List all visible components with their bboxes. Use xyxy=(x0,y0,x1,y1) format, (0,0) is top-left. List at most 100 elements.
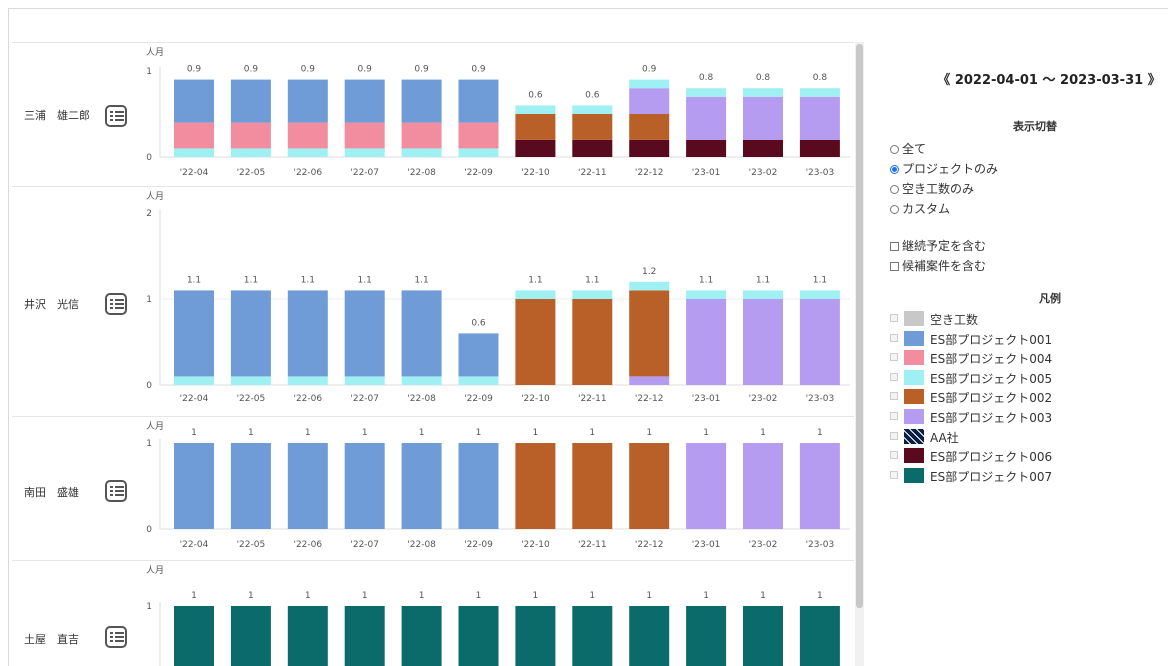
legend-checkbox[interactable] xyxy=(890,431,898,440)
bar-total-label: 1 xyxy=(703,591,709,601)
legend-checkbox[interactable] xyxy=(890,372,898,381)
bar-segment xyxy=(344,606,385,666)
detail-list-icon[interactable] xyxy=(105,293,127,315)
checkbox-icon xyxy=(890,242,899,251)
legend-swatch xyxy=(904,350,924,366)
prev-period-button[interactable]: 《 xyxy=(937,73,951,88)
bar-segment xyxy=(230,376,271,385)
x-tick-label: '22-05 xyxy=(237,394,266,404)
x-tick-label: '23-03 xyxy=(806,168,835,178)
legend-checkbox[interactable] xyxy=(890,470,898,479)
legend-swatch xyxy=(904,311,924,326)
x-tick-label: '23-02 xyxy=(749,540,778,550)
bar-segment xyxy=(174,290,214,377)
bar-segment xyxy=(230,148,271,157)
bar-total-label: 1.1 xyxy=(528,275,542,285)
legend-title: 凡例 xyxy=(1039,292,1061,305)
x-tick-label: '22-04 xyxy=(180,394,209,404)
bar-segment xyxy=(401,443,442,529)
x-tick-label: '22-08 xyxy=(407,168,436,178)
stacked-bar-chart: 人月 0 1 1 '22-04 1 '22-05 1 '22-06 1 '22-07 1 '22-08 1… xyxy=(146,421,850,550)
bar-segment xyxy=(515,299,556,385)
bar-total-label: 1 xyxy=(305,428,311,438)
detail-list-icon[interactable] xyxy=(105,105,127,127)
bar-total-label: 1 xyxy=(476,428,482,438)
bar-segment xyxy=(287,443,328,529)
x-tick-label: '22-08 xyxy=(407,540,436,550)
x-tick-label: '23-03 xyxy=(806,394,835,404)
x-tick-label: '22-12 xyxy=(635,394,664,404)
bar-segment xyxy=(174,606,214,666)
radio-project-only[interactable]: プロジェクトのみ xyxy=(890,160,998,177)
bar-total-label: 0.9 xyxy=(358,65,373,75)
x-tick-label: '22-05 xyxy=(237,168,266,178)
bar-segment xyxy=(458,606,499,666)
bar-segment xyxy=(629,606,670,666)
bar-total-label: 1 xyxy=(646,428,652,438)
legend-checkbox[interactable] xyxy=(890,392,898,401)
legend-checkbox[interactable] xyxy=(890,451,898,460)
bar-segment xyxy=(344,122,385,149)
radio-selected-icon xyxy=(890,165,899,174)
bar-segment xyxy=(515,606,556,666)
detail-list-icon[interactable] xyxy=(105,626,127,648)
x-tick-label: '22-08 xyxy=(407,394,436,404)
legend-label: ES部プロジェクト006 xyxy=(930,450,1053,465)
bar-total-label: 1 xyxy=(305,591,311,601)
y-axis-unit: 人月 xyxy=(146,47,164,58)
legend-label: ES部プロジェクト002 xyxy=(930,391,1053,406)
x-tick-label: '23-01 xyxy=(692,540,721,550)
legend-swatch xyxy=(904,389,924,405)
x-tick-label: '23-02 xyxy=(749,168,778,178)
legend-checkbox[interactable] xyxy=(890,412,898,420)
legend-checkbox[interactable] xyxy=(890,353,898,362)
radio-free-only[interactable]: 空き工数のみ xyxy=(890,180,974,197)
legend-checkbox[interactable] xyxy=(890,314,898,322)
detail-list-icon[interactable] xyxy=(105,480,127,502)
y-axis-unit: 人月 xyxy=(146,565,164,576)
radio-all[interactable]: 全て xyxy=(890,140,926,157)
x-tick-label: '22-10 xyxy=(521,394,550,404)
bar-total-label: 1 xyxy=(419,591,425,601)
bar-total-label: 1.1 xyxy=(414,275,428,285)
bar-total-label: 1 xyxy=(191,591,197,601)
person-row-izawa: 井沢 光信 人月 0 1 2 1.1 '22-04 1.1 '22-05 1.1 '22-06 1.… xyxy=(12,186,854,416)
checkbox-continuing[interactable]: 継続予定を含む xyxy=(890,237,986,254)
bar-segment xyxy=(458,333,499,377)
bar-total-label: 0.9 xyxy=(414,65,429,75)
bar-segment xyxy=(629,376,670,385)
bar-segment xyxy=(344,290,385,377)
y-tick-label: 1 xyxy=(146,295,152,305)
bar-total-label: 0.6 xyxy=(585,90,600,100)
x-tick-label: '22-06 xyxy=(293,540,322,550)
bar-segment xyxy=(344,376,385,385)
bar-total-label: 0.6 xyxy=(471,318,486,328)
bar-segment xyxy=(401,79,442,123)
legend-label: ES部プロジェクト001 xyxy=(930,332,1053,347)
stacked-bar-chart: 人月 0 1 2 1.1 '22-04 1.1 '22-05 1.1 '22-06 1.1 '22-0… xyxy=(146,191,850,404)
bar-segment xyxy=(344,148,385,157)
bar-segment xyxy=(572,299,613,385)
y-tick-label: 0 xyxy=(146,153,152,163)
next-period-button[interactable]: 》 xyxy=(1147,73,1161,88)
stacked-bar-chart: 人月 1 1 1 1 1 1 1 1 1 1 1 1 1 xyxy=(146,565,840,666)
scrollbar-thumb[interactable] xyxy=(856,44,863,608)
bar-segment xyxy=(629,290,670,377)
bar-segment xyxy=(401,376,442,385)
bar-total-label: 1 xyxy=(248,428,254,438)
radio-custom[interactable]: カスタム xyxy=(890,200,950,217)
bar-total-label: 1 xyxy=(476,591,482,601)
legend-label: ES部プロジェクト005 xyxy=(930,371,1053,386)
bar-segment xyxy=(799,443,840,529)
legend-swatch xyxy=(904,428,924,444)
bar-segment xyxy=(287,606,328,666)
bar-segment xyxy=(515,290,556,299)
person-name: 井沢 光信 xyxy=(24,298,79,311)
radio-icon xyxy=(890,205,899,214)
bar-segment xyxy=(629,139,670,157)
checkbox-candidates[interactable]: 候補案件を含む xyxy=(890,257,986,274)
bar-total-label: 1 xyxy=(533,428,539,438)
bar-segment xyxy=(515,114,556,140)
legend-checkbox[interactable] xyxy=(890,333,898,342)
x-tick-label: '22-04 xyxy=(180,168,209,178)
